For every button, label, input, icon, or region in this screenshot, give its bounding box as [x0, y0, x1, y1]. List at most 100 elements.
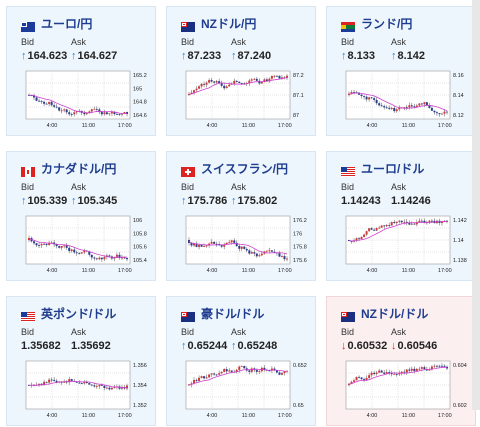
candle	[280, 373, 283, 375]
bid-value: ↑0.65244	[181, 340, 227, 352]
candle	[210, 241, 213, 244]
candle	[48, 243, 51, 245]
candle	[198, 377, 201, 381]
candle	[235, 80, 238, 82]
candle	[430, 107, 433, 111]
rate-card[interactable]: ユーロ/円 Bid Ask ↑164.623 ↑164.627 165.2 165 164.8…	[6, 6, 156, 136]
rate-card[interactable]: ユーロ/ドル Bid Ask 1.14243 1.14246 1.142 1.14 1.138…	[326, 151, 476, 281]
candle	[420, 367, 423, 369]
currency-pair-link[interactable]: NZドル/ドル	[361, 307, 429, 321]
intraday-candlestick-chart[interactable]: 176.2 176 175.8 175.6 4:00 11:00 17:00	[173, 212, 313, 282]
candle	[390, 373, 393, 375]
rate-card[interactable]: NZドル/ドル Bid Ask ↓0.60532 ↓0.60546 0.604 0.602 4…	[326, 296, 476, 426]
candle	[360, 236, 363, 240]
intraday-candlestick-chart[interactable]: 0.652 0.65 4:00 11:00 17:00	[173, 357, 313, 427]
arrow-up-icon: ↑	[231, 195, 237, 207]
candle	[238, 81, 241, 84]
candle	[188, 240, 190, 243]
y-tick-label: 8.12	[453, 113, 464, 119]
candle	[238, 366, 241, 370]
ask-value: ↑87.240	[231, 50, 271, 62]
currency-pair-link[interactable]: ユーロ/ドル	[361, 162, 425, 176]
y-tick-label: 164.6	[133, 113, 147, 119]
candle	[73, 249, 76, 253]
bid-value: ↑87.233	[181, 50, 221, 62]
ask-label: Ask	[71, 327, 87, 337]
candle	[380, 105, 383, 107]
candle	[118, 114, 121, 115]
candle	[225, 242, 228, 245]
currency-pair-link[interactable]: NZドル/円	[201, 17, 257, 31]
candle	[403, 371, 406, 373]
currency-pair-link[interactable]: ユーロ/円	[41, 17, 93, 31]
candle	[280, 256, 283, 257]
candle	[240, 246, 243, 249]
ask-value: 1.35692	[71, 340, 111, 352]
currency-pair-link[interactable]: カナダドル/円	[41, 162, 117, 176]
y-tick-label: 175.6	[293, 258, 307, 264]
bid-label: Bid	[341, 182, 355, 192]
candle	[240, 83, 243, 84]
candle	[250, 79, 253, 81]
bid-price: 164.623	[27, 50, 68, 62]
rate-card[interactable]: カナダドル/円 Bid Ask ↑105.339 ↑105.345 106 105.8 105…	[6, 151, 156, 281]
currency-pair-link[interactable]: 英ポンド/ドル	[41, 307, 117, 321]
ask-price: 1.35692	[71, 340, 111, 352]
candle	[385, 225, 388, 227]
candle	[375, 99, 378, 104]
intraday-candlestick-chart[interactable]: 165.2 165 164.8 164.6 4:00 11:00 17:00	[13, 67, 153, 137]
candle	[95, 386, 98, 388]
candle	[255, 78, 258, 81]
candle	[35, 97, 38, 101]
candle	[410, 223, 413, 225]
bid-value: ↑8.133	[341, 50, 375, 62]
currency-pair-link[interactable]: 豪ドル/ドル	[201, 307, 265, 321]
bid-price: 1.35682	[21, 340, 61, 352]
candle	[208, 80, 211, 83]
candle	[390, 222, 393, 226]
candle	[28, 237, 30, 240]
intraday-candlestick-chart[interactable]: 0.604 0.602 4:00 11:00 17:00	[333, 357, 473, 427]
rate-card[interactable]: 豪ドル/ドル Bid Ask ↑0.65244 ↑0.65248 0.652 0.65 4:0…	[166, 296, 316, 426]
candle	[90, 254, 93, 258]
currency-pair-link[interactable]: スイスフラン/円	[201, 162, 288, 176]
bid-value: ↑105.339	[21, 195, 67, 207]
candle	[420, 220, 423, 222]
intraday-candlestick-chart[interactable]: 1.356 1.354 1.352 4:00 11:00 17:00	[13, 357, 153, 427]
candle	[275, 370, 278, 373]
candle	[275, 75, 278, 77]
candle	[35, 243, 38, 246]
candle	[200, 376, 203, 378]
candle	[93, 108, 96, 110]
y-tick-label: 0.604	[453, 363, 467, 369]
scrollbar[interactable]	[472, 0, 480, 410]
intraday-candlestick-chart[interactable]: 87.2 87.1 87 4:00 11:00 17:00	[173, 67, 313, 137]
candle	[363, 379, 366, 381]
x-tick-label: 17:00	[118, 268, 132, 274]
intraday-candlestick-chart[interactable]: 106 105.8 105.6 105.4 4:00 11:00 17:00	[13, 212, 153, 282]
candle	[63, 381, 66, 383]
intraday-candlestick-chart[interactable]: 8.16 8.14 8.12 4:00 11:00 17:00	[333, 67, 473, 137]
rate-card[interactable]: NZドル/円 Bid Ask ↑87.233 ↑87.240 87.2 87.1 87 4:00…	[166, 6, 316, 136]
rate-card[interactable]: 英ポンド/ドル Bid Ask 1.35682 1.35692 1.356 1.354 1.3…	[6, 296, 156, 426]
y-tick-label: 0.652	[293, 363, 307, 369]
candle	[286, 75, 288, 78]
intraday-candlestick-chart[interactable]: 1.142 1.14 1.138 4:00 11:00 17:00	[333, 212, 473, 282]
candle	[413, 223, 416, 225]
candle	[408, 369, 411, 371]
rate-card[interactable]: ランド/円 Bid Ask ↑8.133 ↑8.142 8.16 8.14 8.12 4:00 1…	[326, 6, 476, 136]
candle	[193, 380, 196, 384]
candle	[278, 372, 281, 375]
candle	[205, 377, 208, 379]
currency-pair-link[interactable]: ランド/円	[361, 17, 413, 31]
candle	[370, 372, 373, 376]
candle	[368, 97, 371, 100]
ask-price: 0.60546	[397, 340, 438, 352]
y-tick-label: 87	[293, 113, 299, 119]
candle	[55, 380, 58, 383]
candle	[83, 112, 86, 115]
rate-card[interactable]: スイスフラン/円 Bid Ask ↑175.786 ↑175.802 176.2 176 17…	[166, 151, 316, 281]
y-tick-label: 105.8	[133, 231, 147, 237]
x-tick-label: 4:00	[207, 268, 218, 274]
candle	[126, 112, 128, 115]
